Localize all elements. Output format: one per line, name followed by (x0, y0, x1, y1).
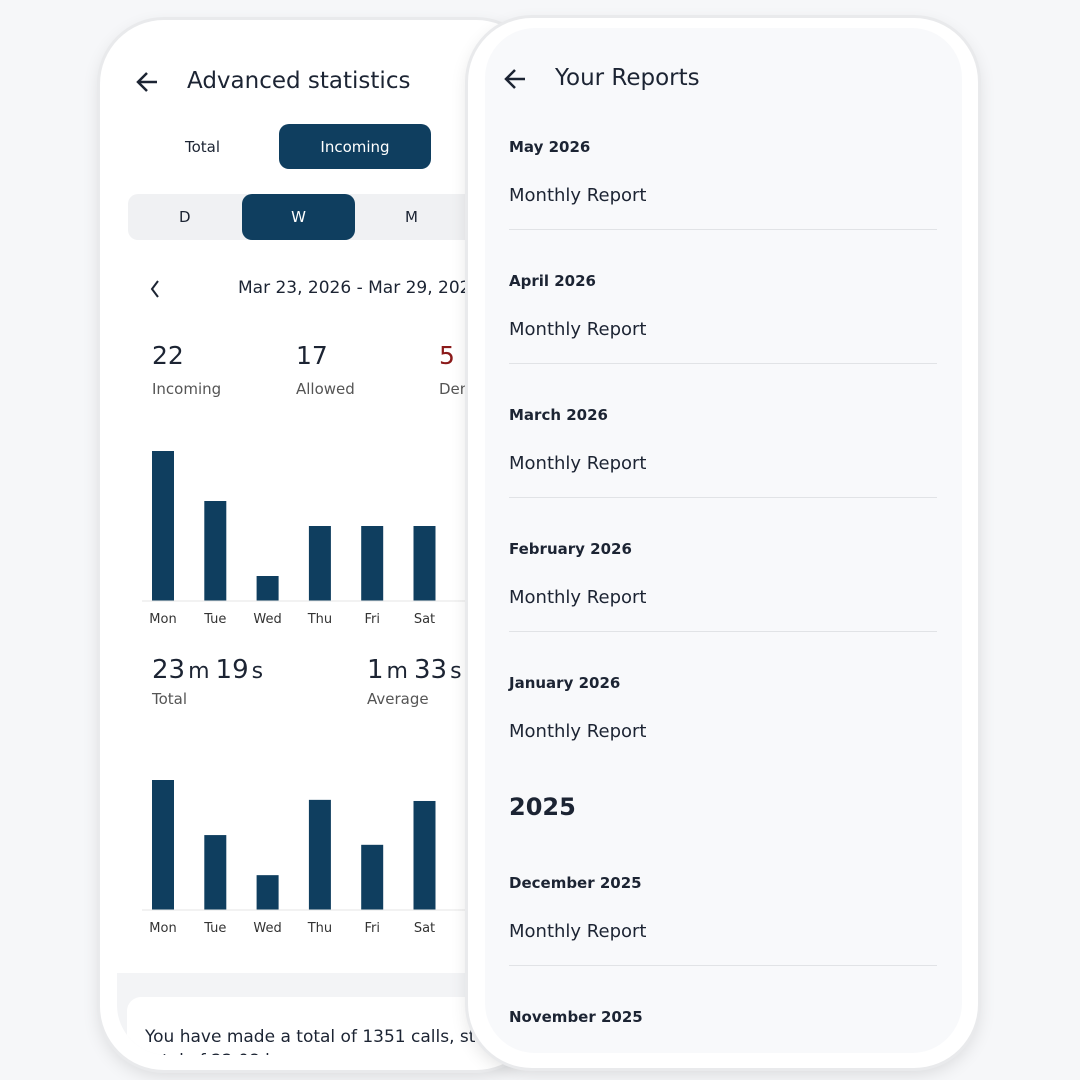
back-arrow[interactable] (504, 69, 525, 89)
unit: s (450, 659, 462, 684)
summary: You have made a total of 1351 calls, sta… (145, 1027, 537, 1055)
duration-label: Average (367, 690, 429, 708)
report-item[interactable]: Monthly Report (509, 185, 647, 206)
title: Advanced statistics (187, 68, 411, 94)
month-label: November 2025 (509, 1008, 643, 1026)
duration: 1 m 33 s (367, 655, 462, 685)
divider (509, 965, 937, 966)
month-label: December 2025 (509, 874, 642, 892)
prev-arrow[interactable] (150, 280, 159, 298)
unit: s (251, 659, 264, 684)
num: 23 (152, 655, 186, 685)
bar (152, 451, 174, 601)
bar (361, 844, 384, 910)
x-tick-label: Sat (414, 921, 435, 936)
bar (361, 526, 384, 601)
title: Your Reports (555, 65, 700, 91)
period-active[interactable]: W (242, 194, 355, 240)
month-label: March 2026 (509, 406, 608, 424)
bar (413, 526, 436, 601)
reports-screen: Your Reports May 2026 Monthly Report April… (485, 28, 962, 1053)
x-tick-label: Thu (307, 612, 332, 627)
duration-label: Total (152, 690, 188, 708)
report-item[interactable]: Monthly Report (509, 319, 647, 340)
month-label: April 2026 (509, 272, 596, 290)
divider (509, 497, 937, 498)
count-value: 5 (439, 341, 455, 370)
x-tick-label: Mon (149, 612, 176, 627)
count-label: Allowed (296, 380, 355, 398)
unit: m (386, 659, 408, 684)
icons (504, 69, 525, 89)
period[interactable]: D (179, 208, 191, 226)
report-item[interactable]: Monthly Report (509, 587, 647, 608)
stats-screen: Advanced statistics Total Incoming D W M… (117, 35, 537, 1055)
tab-active[interactable]: Incoming (279, 124, 431, 169)
bar (308, 526, 331, 601)
unit: m (188, 659, 210, 684)
divider (509, 631, 937, 632)
month-label: May 2026 (509, 138, 591, 156)
count-value: 17 (296, 341, 328, 370)
x-tick-label: Wed (253, 612, 281, 627)
num: 33 (413, 655, 448, 685)
x-tick-label: Thu (307, 921, 332, 936)
bar (413, 800, 436, 910)
x-tick-label: Sat (414, 612, 435, 627)
x-tick-label: Fri (364, 921, 380, 936)
divider (509, 229, 937, 230)
count-value: 22 (152, 341, 184, 370)
bar (308, 799, 331, 910)
month-label: February 2026 (509, 540, 632, 558)
report-item[interactable]: Monthly Report (509, 721, 647, 742)
tab[interactable]: Total (185, 138, 221, 156)
bar (256, 875, 279, 910)
date-range: Mar 23, 2026 - Mar 29, 2026 (238, 278, 482, 298)
bar (204, 501, 227, 601)
report-item[interactable]: Monthly Report (509, 921, 647, 942)
bar (152, 780, 174, 910)
bar (256, 576, 279, 601)
icons (136, 72, 159, 298)
month-label: January 2026 (509, 674, 621, 692)
count-label: Incoming (152, 380, 222, 398)
period[interactable]: M (405, 208, 418, 226)
bar (204, 835, 227, 910)
num: 1 (367, 655, 384, 685)
x-tick-label: Fri (364, 612, 380, 627)
duration: 23 m 19 s (152, 655, 263, 685)
x-tick-label: Mon (149, 921, 176, 936)
x-tick-label: Tue (203, 612, 226, 627)
report-item[interactable]: Monthly Report (509, 453, 647, 474)
x-tick-label: Wed (253, 921, 281, 936)
year-heading: 2025 (509, 793, 576, 821)
back-arrow[interactable] (136, 72, 157, 92)
divider (509, 363, 937, 364)
x-tick-label: Tue (203, 921, 226, 936)
num: 19 (215, 655, 249, 685)
